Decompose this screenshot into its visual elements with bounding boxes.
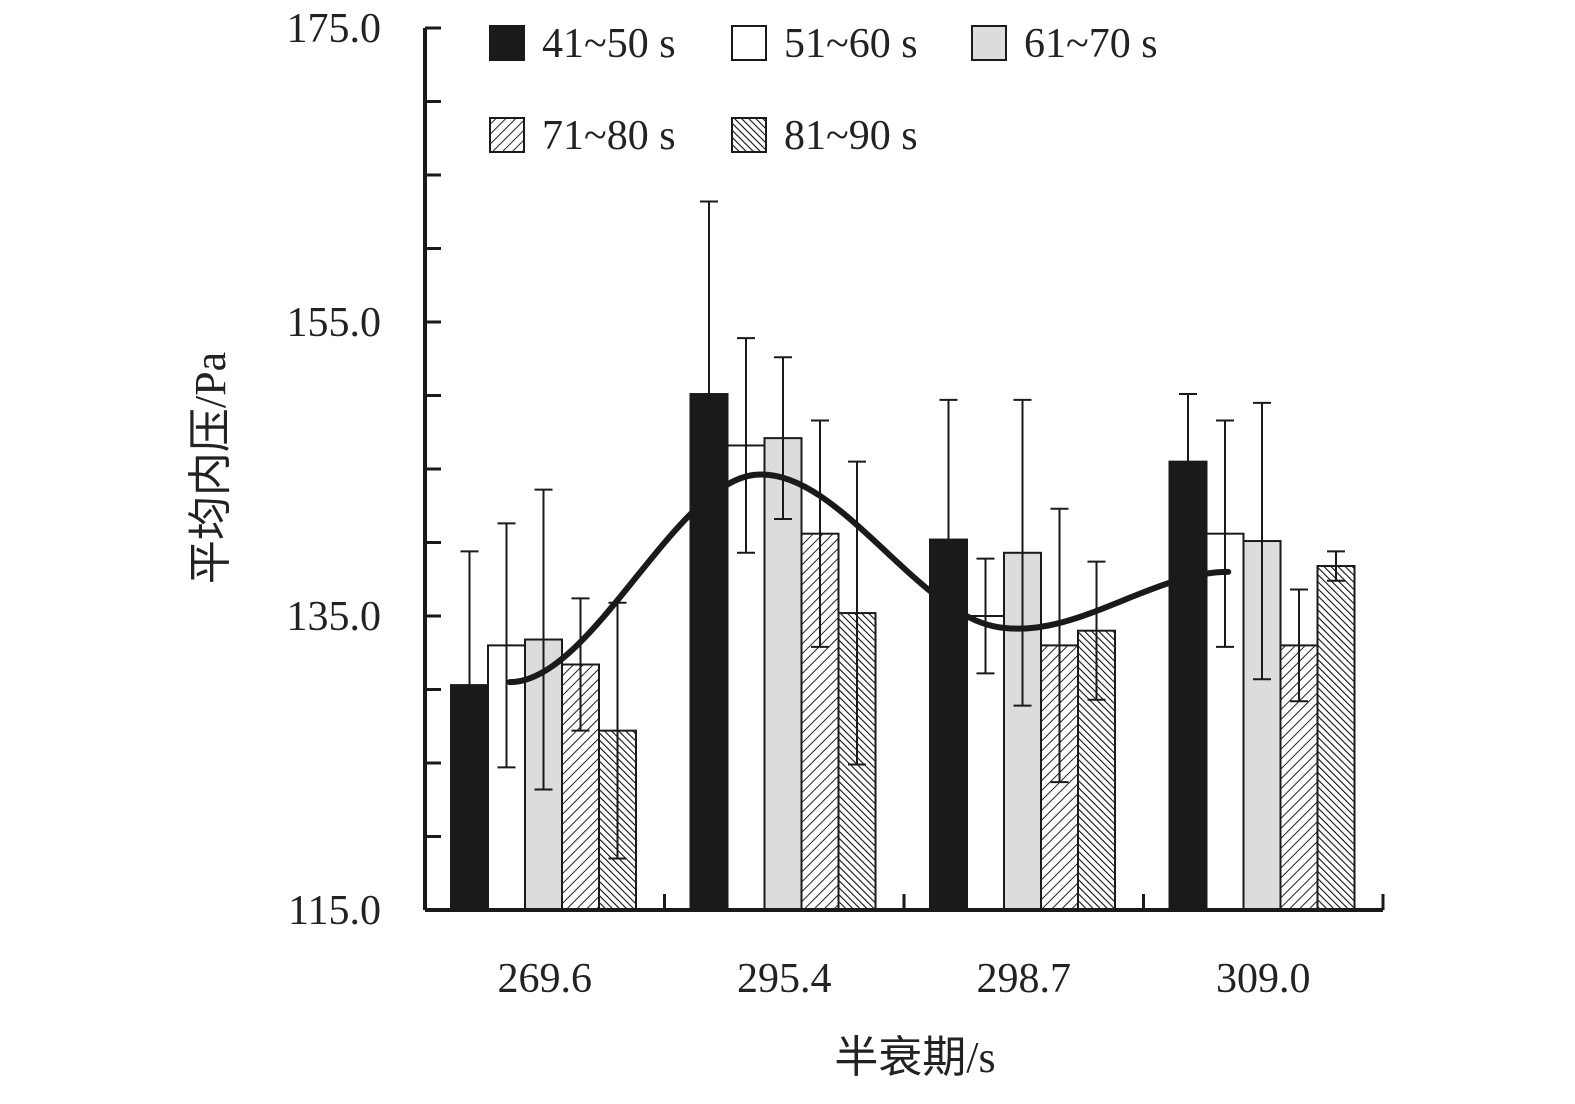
y-tick-label: 155.0 bbox=[287, 300, 382, 346]
y-axis-title: 平均内压/Pa bbox=[186, 352, 235, 584]
bars-layer bbox=[450, 393, 1356, 912]
trend-line bbox=[506, 471, 1232, 686]
legend: 41~50 s 51~60 s 61~70 s 71~80 s 81~90 s bbox=[489, 21, 1158, 159]
legend-label: 71~80 s bbox=[542, 113, 676, 159]
legend-swatch bbox=[731, 117, 767, 153]
legend-swatch bbox=[489, 117, 525, 153]
y-tick-label: 115.0 bbox=[288, 888, 381, 934]
legend-label: 41~50 s bbox=[542, 21, 676, 67]
error-bars-layer bbox=[460, 200, 1345, 860]
x-tick-label: 295.4 bbox=[737, 956, 832, 1002]
legend-label: 61~70 s bbox=[1024, 21, 1158, 67]
y-tick-label: 135.0 bbox=[287, 594, 382, 640]
legend-item-1: 41~50 s bbox=[489, 21, 676, 67]
x-tick-label: 269.6 bbox=[498, 956, 593, 1002]
legend-swatch bbox=[971, 25, 1007, 61]
legend-swatch bbox=[731, 25, 767, 61]
legend-item-3: 61~70 s bbox=[971, 21, 1158, 67]
legend-item-2: 51~60 s bbox=[731, 21, 918, 67]
legend-label: 81~90 s bbox=[784, 113, 918, 159]
legend-swatch bbox=[489, 25, 525, 61]
trend-line-layer bbox=[506, 471, 1232, 686]
y-tick-label: 175.0 bbox=[287, 6, 382, 52]
x-axis-title: 半衰期/s bbox=[834, 1033, 995, 1082]
legend-item-4: 71~80 s bbox=[489, 113, 676, 159]
legend-label: 51~60 s bbox=[784, 21, 918, 67]
x-tick-label: 309.0 bbox=[1216, 956, 1311, 1002]
bar-5-4 bbox=[1316, 565, 1356, 912]
axes-layer: 115.0 135.0 155.0 175.0 269.6 295.4 298.7 309.0 bbox=[287, 6, 1385, 1002]
legend-item-5: 81~90 s bbox=[731, 113, 918, 159]
x-tick-label: 298.7 bbox=[977, 956, 1072, 1002]
